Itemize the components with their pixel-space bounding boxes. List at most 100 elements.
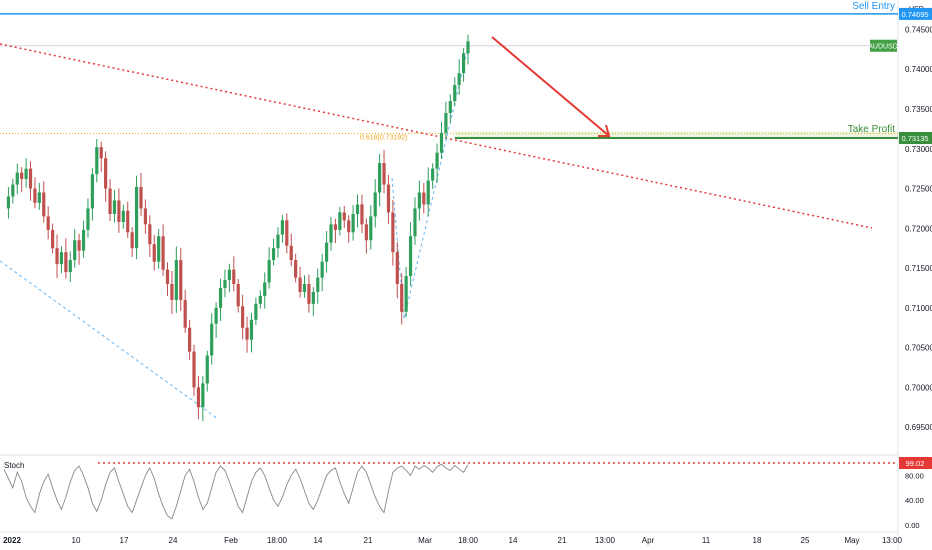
candle-body[interactable] <box>448 101 452 113</box>
candle-body[interactable] <box>126 210 130 233</box>
candle-body[interactable] <box>77 240 81 251</box>
candle-body[interactable] <box>271 248 276 261</box>
candle-body[interactable] <box>201 383 205 408</box>
candle-body[interactable] <box>64 252 68 273</box>
candle-body[interactable] <box>37 192 41 203</box>
candle-body[interactable] <box>95 147 99 175</box>
candle-body[interactable] <box>320 261 324 278</box>
candle-body[interactable] <box>218 287 223 308</box>
candle-body[interactable] <box>294 260 298 278</box>
candle-body[interactable] <box>457 73 461 86</box>
candle-body[interactable] <box>285 220 289 246</box>
candle-body[interactable] <box>408 236 413 277</box>
candle-body[interactable] <box>378 163 382 193</box>
candle-body[interactable] <box>232 269 236 284</box>
candle-body[interactable] <box>157 236 161 262</box>
candle-body[interactable] <box>24 168 28 179</box>
candle-body[interactable] <box>117 200 121 222</box>
candle-body[interactable] <box>404 276 408 312</box>
candle-body[interactable] <box>227 269 231 280</box>
candle-body[interactable] <box>400 283 404 312</box>
candle-body[interactable] <box>130 232 134 249</box>
candle-body[interactable] <box>324 242 329 262</box>
support-trendline[interactable] <box>0 260 219 420</box>
candle-body[interactable] <box>68 260 72 273</box>
candle-body[interactable] <box>152 244 156 262</box>
candle-body[interactable] <box>28 168 33 189</box>
candle-body[interactable] <box>121 210 125 222</box>
candle-body[interactable] <box>33 188 37 203</box>
candle-body[interactable] <box>188 327 192 352</box>
candle-body[interactable] <box>431 168 435 181</box>
candle-body[interactable] <box>333 224 338 230</box>
candle-body[interactable] <box>165 269 170 284</box>
candle-body[interactable] <box>241 306 245 328</box>
candle-body[interactable] <box>360 204 364 225</box>
candle-body[interactable] <box>134 186 139 249</box>
candle-body[interactable] <box>143 208 148 225</box>
candle-body[interactable] <box>196 387 201 408</box>
candle-body[interactable] <box>382 163 386 185</box>
candle-body[interactable] <box>139 186 143 209</box>
candle-body[interactable] <box>108 188 112 214</box>
candle-body[interactable] <box>395 252 399 284</box>
candle-body[interactable] <box>307 283 311 304</box>
candle-body[interactable] <box>435 152 439 169</box>
candle-body[interactable] <box>338 212 342 230</box>
candle-body[interactable] <box>298 277 302 292</box>
candle-body[interactable] <box>276 234 280 249</box>
candle-body[interactable] <box>417 192 421 209</box>
candle-body[interactable] <box>254 303 258 320</box>
candle-body[interactable] <box>413 208 417 237</box>
candle-body[interactable] <box>245 327 249 340</box>
candle-body[interactable] <box>461 53 466 74</box>
candle-body[interactable] <box>214 307 218 324</box>
candle-body[interactable] <box>249 319 254 340</box>
candle-body[interactable] <box>183 299 187 328</box>
candle-body[interactable] <box>267 260 271 283</box>
candle-body[interactable] <box>311 291 315 304</box>
candle-body[interactable] <box>210 323 214 356</box>
candle-body[interactable] <box>355 204 360 214</box>
candle-body[interactable] <box>466 41 470 54</box>
candle-body[interactable] <box>55 248 59 265</box>
candle-body[interactable] <box>51 229 55 249</box>
candle-body[interactable] <box>6 196 11 209</box>
candle-body[interactable] <box>148 224 152 245</box>
candle-body[interactable] <box>99 147 103 159</box>
candle-body[interactable] <box>223 280 227 288</box>
descending-trendline[interactable] <box>0 43 873 229</box>
candle-body[interactable] <box>205 355 209 384</box>
candle-body[interactable] <box>289 245 293 261</box>
candle-body[interactable] <box>236 283 240 307</box>
candle-body[interactable] <box>161 236 165 270</box>
candle-body[interactable] <box>347 220 351 233</box>
candle-body[interactable] <box>170 283 174 300</box>
candle-body[interactable] <box>439 132 444 153</box>
pattern-line[interactable] <box>391 46 469 320</box>
candle-body[interactable] <box>444 112 448 133</box>
candle-body[interactable] <box>453 85 457 102</box>
candle-body[interactable] <box>90 174 94 209</box>
candle-body[interactable] <box>386 184 391 213</box>
candle-body[interactable] <box>11 184 15 197</box>
candle-body[interactable] <box>104 158 108 189</box>
candle-body[interactable] <box>86 208 90 230</box>
candle-body[interactable] <box>280 220 284 235</box>
candle-body[interactable] <box>112 200 117 214</box>
candle-body[interactable] <box>258 295 262 304</box>
candle-body[interactable] <box>364 224 368 241</box>
candle-body[interactable] <box>369 216 373 241</box>
candle-body[interactable] <box>351 213 355 233</box>
sell-arrow[interactable] <box>491 36 609 136</box>
candle-body[interactable] <box>42 192 46 217</box>
candle-body[interactable] <box>15 172 19 185</box>
candle-body[interactable] <box>316 277 320 292</box>
candle-body[interactable] <box>422 192 426 205</box>
candle-body[interactable] <box>81 229 86 251</box>
candle-body[interactable] <box>342 212 346 221</box>
candle-body[interactable] <box>46 216 50 230</box>
candle-body[interactable] <box>263 282 267 296</box>
candle-body[interactable] <box>302 283 307 292</box>
